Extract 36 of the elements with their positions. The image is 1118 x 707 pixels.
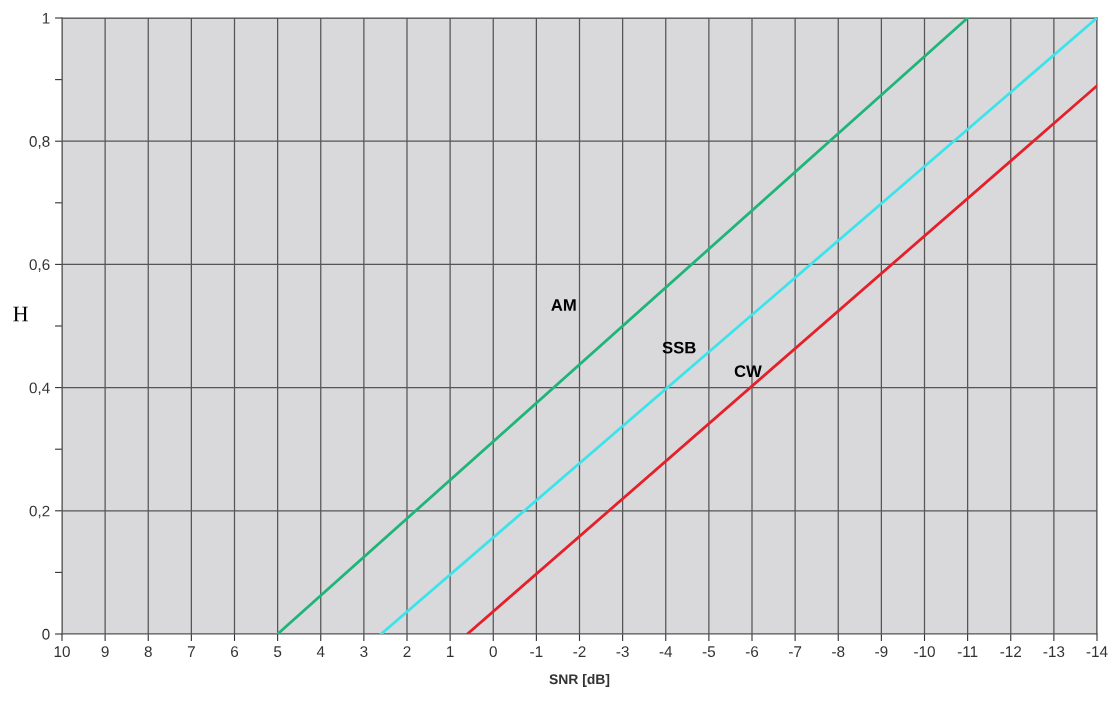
x-tick-label: -5 bbox=[702, 646, 716, 658]
y-tick-label: 0,6 bbox=[29, 259, 50, 272]
x-tick-label: -10 bbox=[914, 646, 935, 658]
x-tick-label: -12 bbox=[1000, 646, 1022, 657]
x-tick-label: 8 bbox=[144, 646, 152, 658]
x-tick-label: -11 bbox=[957, 646, 978, 657]
x-tick-label: -9 bbox=[875, 646, 888, 658]
y-axis-title: H bbox=[13, 306, 28, 322]
x-tick-label: -14 bbox=[1086, 646, 1108, 657]
x-tick-label: 4 bbox=[316, 646, 325, 657]
x-tick-label: -2 bbox=[573, 646, 586, 657]
x-tick-label: -1 bbox=[530, 646, 543, 657]
x-tick-label: 0 bbox=[489, 646, 497, 658]
y-tick-label: 0,4 bbox=[29, 382, 50, 396]
x-tick-label: 7 bbox=[187, 646, 195, 657]
y-tick-label: 0,8 bbox=[29, 136, 50, 149]
x-tick-label: 9 bbox=[101, 646, 109, 658]
x-tick-label: -8 bbox=[832, 646, 845, 658]
x-tick-label: 2 bbox=[403, 646, 411, 657]
x-axis-title: SNR [dB] bbox=[549, 673, 610, 687]
y-tick-label: 0,2 bbox=[29, 505, 50, 519]
text: AM bbox=[551, 299, 576, 311]
x-tick-label: -3 bbox=[616, 646, 629, 658]
y-tick-label: 1 bbox=[42, 13, 50, 24]
x-tick-label: -4 bbox=[659, 646, 673, 657]
x-tick-label: -6 bbox=[745, 646, 759, 658]
x-tick-label: 1 bbox=[447, 646, 454, 657]
series-label: CW bbox=[734, 365, 762, 378]
x-tick-label: -13 bbox=[1043, 646, 1065, 658]
series-label: SSB bbox=[662, 341, 696, 354]
x-tick-label: 3 bbox=[360, 646, 368, 658]
x-tick-label: 6 bbox=[231, 646, 239, 658]
x-tick-label: -7 bbox=[789, 646, 802, 657]
x-tick-label: 10 bbox=[54, 646, 70, 658]
y-tick-label: 0 bbox=[42, 628, 50, 640]
x-tick-label: 5 bbox=[273, 646, 282, 658]
